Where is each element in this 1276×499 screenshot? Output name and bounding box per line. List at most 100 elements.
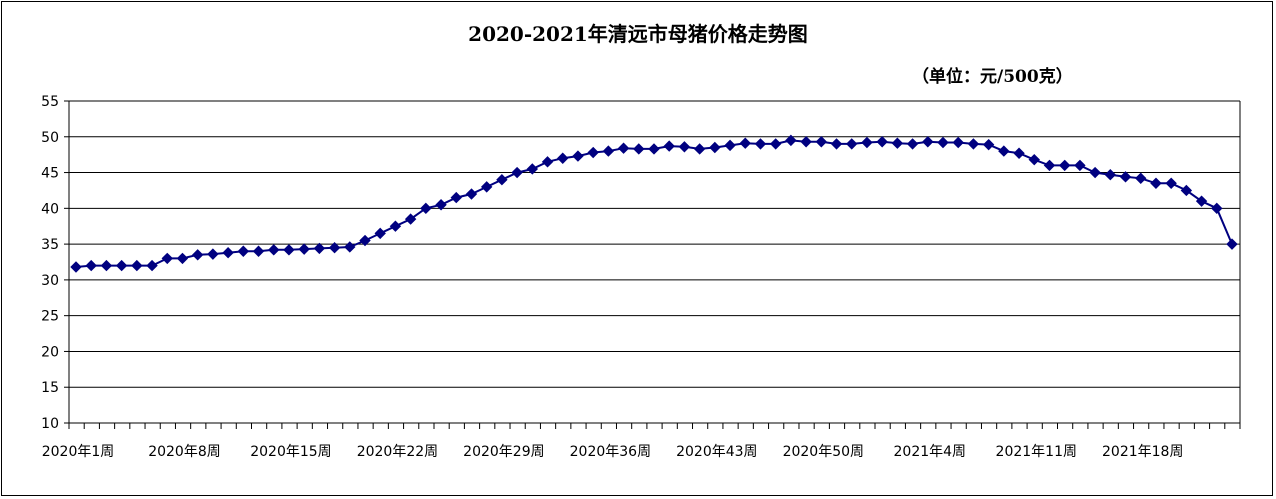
data-point-marker — [1089, 166, 1101, 179]
data-point-marker — [998, 145, 1010, 157]
data-point-marker — [967, 138, 980, 150]
data-point-marker — [769, 138, 782, 150]
data-point-marker — [693, 143, 706, 155]
data-point-marker — [541, 156, 554, 168]
x-axis-ticks: 2020年1周 2020年8周 2020年15周 2020年22周 2020年29周 20… — [42, 423, 1241, 460]
data-point-marker — [207, 248, 219, 260]
data-point-marker — [617, 142, 630, 154]
data-point-marker — [663, 140, 675, 152]
data-point-marker — [389, 220, 402, 232]
chart-title: 2020-2021年清远市母猪价格走势图 — [468, 22, 808, 46]
x-tick-label: 2020年22周 — [357, 444, 438, 460]
data-point-marker — [176, 252, 189, 265]
data-point-marker — [374, 227, 386, 240]
data-point-marker — [861, 136, 873, 149]
data-point-marker — [1043, 159, 1056, 172]
data-point-marker — [344, 241, 356, 253]
data-point-marker — [511, 166, 523, 179]
data-point-marker — [435, 199, 447, 211]
data-point-marker — [906, 138, 919, 150]
data-point-marker — [496, 174, 508, 186]
y-tick-label: 35 — [41, 237, 59, 253]
data-point-marker — [146, 259, 158, 272]
data-point-marker — [587, 146, 599, 159]
data-point-marker — [648, 143, 660, 155]
y-axis-ticks: 10 15 20 25 30 35 40 45 50 55 — [41, 94, 69, 432]
data-point-marker — [298, 243, 310, 255]
x-tick-label: 2021年18周 — [1102, 444, 1183, 460]
data-point-marker — [1028, 153, 1040, 166]
x-tick-label: 2020年1周 — [42, 444, 115, 460]
data-point-marker — [1058, 159, 1071, 172]
data-point-marker — [359, 234, 371, 247]
data-point-marker — [572, 150, 584, 162]
x-tick-label: 2020年36周 — [570, 444, 651, 460]
data-point-marker — [1104, 168, 1117, 181]
data-point-marker — [739, 137, 751, 149]
y-tick-label: 10 — [41, 416, 59, 432]
data-point-marker — [785, 134, 797, 147]
y-tick-label: 30 — [41, 273, 59, 289]
data-point-marker — [846, 138, 858, 150]
data-point-marker — [480, 181, 493, 193]
data-point-marker — [937, 136, 949, 149]
data-point-marker — [1165, 177, 1177, 189]
data-point-marker — [252, 245, 265, 257]
data-point-marker — [982, 138, 995, 151]
data-point-marker — [602, 145, 615, 157]
data-point-marker — [1226, 238, 1238, 250]
data-series — [70, 134, 1238, 273]
data-point-marker — [161, 252, 173, 265]
data-point-marker — [1195, 195, 1208, 207]
x-tick-label: 2021年4周 — [894, 444, 967, 460]
data-point-marker — [191, 249, 204, 261]
x-tick-label: 2021年11周 — [996, 444, 1077, 460]
unit-note: （单位：元/500克） — [912, 67, 1073, 87]
y-tick-label: 50 — [41, 130, 59, 146]
y-tick-label: 20 — [41, 344, 59, 360]
y-tick-label: 55 — [41, 94, 59, 110]
data-point-marker — [450, 191, 462, 204]
data-point-marker — [115, 259, 128, 272]
data-point-marker — [724, 139, 736, 152]
data-point-marker — [876, 136, 888, 148]
data-point-marker — [313, 242, 326, 255]
y-tick-label: 40 — [41, 201, 59, 217]
data-point-marker — [70, 261, 82, 273]
data-point-marker — [526, 163, 539, 175]
data-point-marker — [800, 136, 812, 148]
x-tick-label: 2020年29周 — [463, 444, 544, 460]
data-point-marker — [1135, 172, 1147, 184]
data-point-marker — [283, 244, 295, 256]
data-point-marker — [100, 259, 113, 272]
data-point-marker — [1211, 202, 1223, 215]
data-point-marker — [85, 259, 97, 272]
data-point-marker — [891, 137, 904, 149]
x-tick-label: 2020年15周 — [250, 444, 331, 460]
data-point-marker — [830, 138, 843, 150]
x-tick-label: 2020年50周 — [783, 444, 864, 460]
data-point-marker — [328, 241, 341, 254]
axes — [68, 101, 1241, 424]
data-point-marker — [268, 244, 280, 256]
data-point-marker — [1074, 159, 1086, 172]
x-tick-label: 2020年8周 — [148, 444, 221, 460]
data-point-marker — [131, 259, 143, 272]
data-point-marker — [1180, 184, 1193, 197]
x-tick-label: 2020年43周 — [676, 444, 757, 460]
data-point-marker — [754, 138, 767, 150]
series-line — [75, 139, 1233, 268]
data-point-marker — [404, 213, 417, 225]
data-point-marker — [709, 141, 721, 154]
data-point-marker — [557, 152, 569, 164]
data-point-marker — [420, 202, 432, 215]
y-tick-label: 45 — [41, 166, 59, 182]
data-point-marker — [237, 245, 250, 257]
data-point-marker — [922, 136, 934, 148]
y-tick-label: 25 — [41, 309, 59, 325]
data-point-marker — [633, 143, 645, 155]
data-point-marker — [1013, 147, 1025, 159]
data-point-marker — [815, 136, 828, 148]
